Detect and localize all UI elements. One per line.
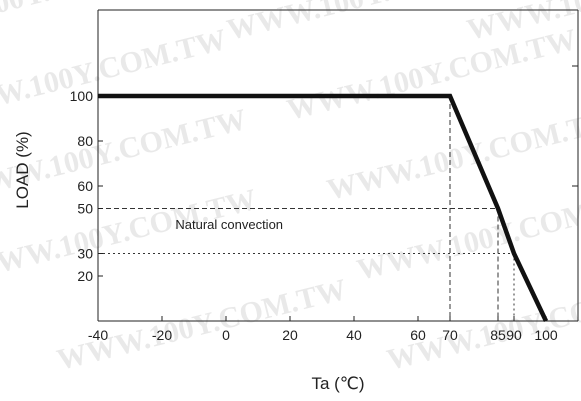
y-tick-label: 30	[77, 246, 93, 262]
y-tick-label: 100	[70, 88, 94, 104]
x-tick-label: 60	[410, 327, 426, 343]
natural-convection-label: Natural convection	[175, 217, 283, 232]
y-tick-label: 20	[77, 268, 93, 284]
watermark-text: WWW.100Y.COM.TW	[0, 103, 250, 207]
y-tick-group: 20 30 50 60 80 100	[70, 88, 103, 284]
x-tick-label: 0	[222, 327, 230, 343]
watermark-text: WWW.100Y.COM.TW	[284, 23, 580, 127]
x-tick-label: 90	[506, 327, 522, 343]
x-tick-label: 70	[442, 327, 458, 343]
watermark-text: WWW.100Y.COM.TW	[0, 23, 230, 127]
y-axis-title: LOAD (%)	[13, 131, 32, 208]
x-tick-label: 20	[282, 327, 298, 343]
watermark-text: WWW.100Y.COM.TW	[354, 183, 581, 287]
x-tick-label: 40	[346, 327, 362, 343]
x-tick-label: -20	[152, 327, 172, 343]
x-axis-title: Ta (℃)	[311, 374, 364, 393]
x-tick-label: 100	[534, 327, 558, 343]
watermark-text: WWW.100Y.COM.TW	[324, 103, 581, 207]
x-tick-label: 85	[490, 327, 506, 343]
x-tick-label: -40	[88, 327, 108, 343]
y-tick-label: 50	[77, 201, 93, 217]
y-tick-label: 60	[77, 178, 93, 194]
annotation-group: Natural convection	[175, 217, 283, 232]
load-curve-series	[98, 93, 549, 322]
x-tick-group: -40 -20 0 20 40 60 70 85 90 100	[88, 316, 558, 343]
y-tick-label: 80	[77, 133, 93, 149]
watermark-text: WWW.100Y.COM.TW	[384, 273, 581, 377]
watermark-text: WWW.100Y.COM.TW	[0, 183, 260, 287]
